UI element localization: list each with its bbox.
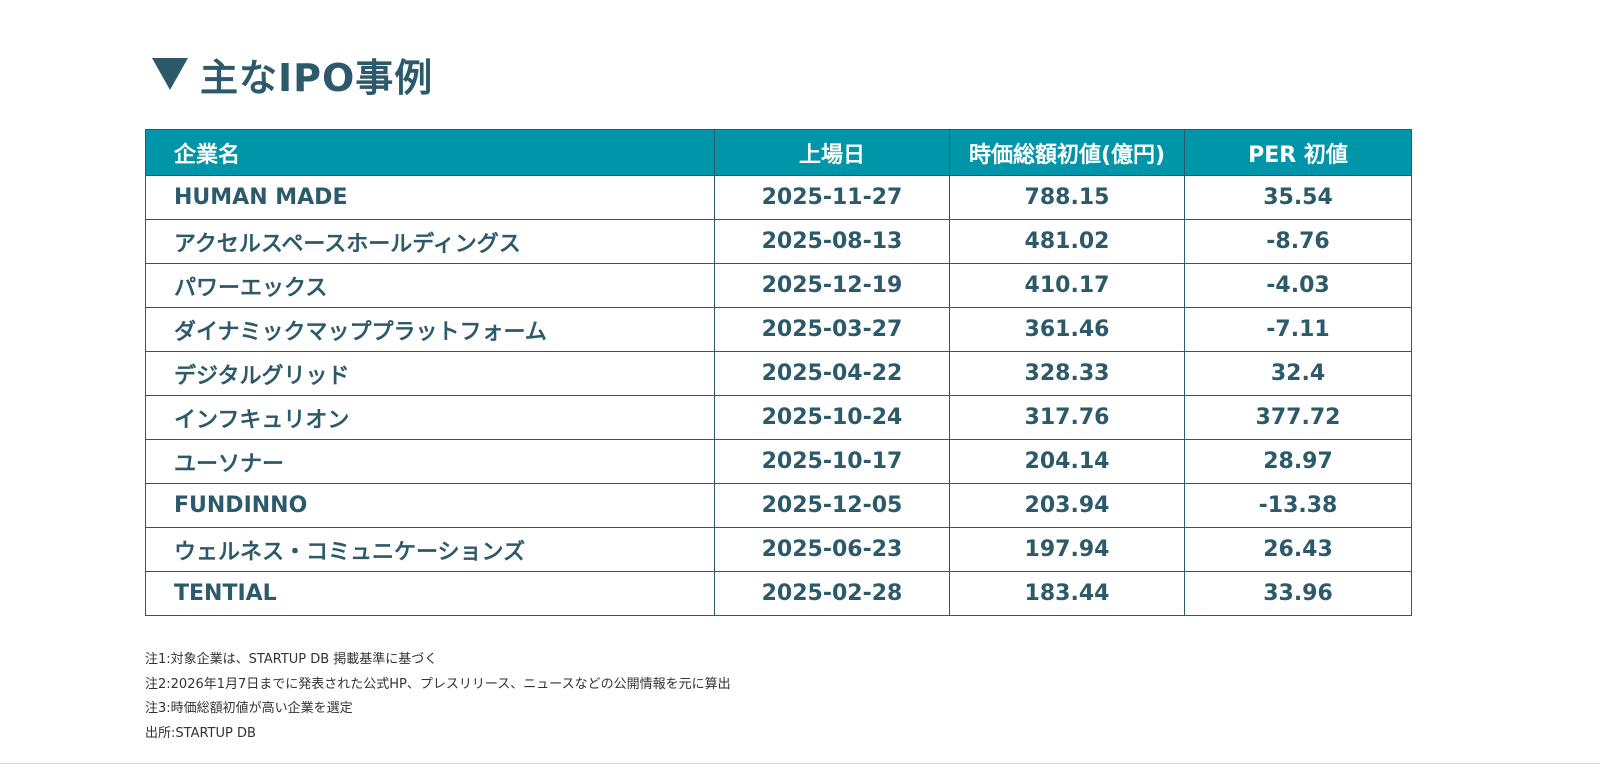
market-cap-cell: 197.94 (949, 527, 1185, 572)
listing-date-cell: 2025-12-19 (714, 263, 950, 308)
table-row: ウェルネス・コミュニケーションズ 2025-06-23 197.94 26.43 (145, 527, 1412, 572)
header-market-cap: 時価総額初値(億円) (949, 129, 1185, 176)
market-cap-cell: 788.15 (949, 175, 1185, 220)
footnote-2: 注2:2026年1月7日までに発表された公式HP、プレスリリース、ニュースなどの… (145, 676, 731, 692)
listing-date-cell: 2025-02-28 (714, 571, 950, 616)
table-row: HUMAN MADE 2025-11-27 788.15 35.54 (145, 175, 1412, 220)
per-cell: 28.97 (1184, 439, 1412, 484)
per-cell: 377.72 (1184, 395, 1412, 440)
table-row: アクセルスペースホールディングス 2025-08-13 481.02 -8.76 (145, 219, 1412, 264)
listing-date-cell: 2025-10-17 (714, 439, 950, 484)
listing-date-cell: 2025-06-23 (714, 527, 950, 572)
page-title: 主なIPO事例 (200, 55, 434, 100)
listing-date-cell: 2025-10-24 (714, 395, 950, 440)
per-cell: -7.11 (1184, 307, 1412, 352)
listing-date-cell: 2025-11-27 (714, 175, 950, 220)
company-name-cell: TENTIAL (145, 571, 715, 616)
market-cap-cell: 361.46 (949, 307, 1185, 352)
company-name-cell: パワーエックス (145, 263, 715, 308)
table-row: FUNDINNO 2025-12-05 203.94 -13.38 (145, 483, 1412, 528)
header-listing-date: 上場日 (714, 129, 950, 176)
footnote-1: 注1:対象企業は、STARTUP DB 掲載基準に基づく (145, 652, 438, 667)
header-company-name: 企業名 (145, 129, 715, 176)
footnotes: 注1:対象企業は、STARTUP DB 掲載基準に基づく 注2:2026年1月7… (145, 648, 731, 746)
market-cap-cell: 410.17 (949, 263, 1185, 308)
market-cap-cell: 204.14 (949, 439, 1185, 484)
triangle-down-icon (152, 58, 188, 90)
company-name-cell: ウェルネス・コミュニケーションズ (145, 527, 715, 572)
per-cell: 33.96 (1184, 571, 1412, 616)
market-cap-cell: 481.02 (949, 219, 1185, 264)
per-cell: 35.54 (1184, 175, 1412, 220)
table-row: デジタルグリッド 2025-04-22 328.33 32.4 (145, 351, 1412, 396)
company-name-cell: HUMAN MADE (145, 175, 715, 220)
per-cell: 26.43 (1184, 527, 1412, 572)
company-name-cell: FUNDINNO (145, 483, 715, 528)
table-row: パワーエックス 2025-12-19 410.17 -4.03 (145, 263, 1412, 308)
ipo-table: 企業名 上場日 時価総額初値(億円) PER 初値 HUMAN MADE 202… (145, 129, 1412, 616)
header-per: PER 初値 (1184, 129, 1412, 176)
table-row: インフキュリオン 2025-10-24 317.76 377.72 (145, 395, 1412, 440)
per-cell: -4.03 (1184, 263, 1412, 308)
market-cap-cell: 203.94 (949, 483, 1185, 528)
per-cell: -8.76 (1184, 219, 1412, 264)
company-name-cell: アクセルスペースホールディングス (145, 219, 715, 264)
source-note: 出所:STARTUP DB (145, 725, 256, 741)
footnote-3: 注3:時価総額初値が高い企業を選定 (145, 701, 353, 716)
company-name-cell: デジタルグリッド (145, 351, 715, 396)
market-cap-cell: 183.44 (949, 571, 1185, 616)
per-cell: 32.4 (1184, 351, 1412, 396)
listing-date-cell: 2025-03-27 (714, 307, 950, 352)
table-row: TENTIAL 2025-02-28 183.44 33.96 (145, 571, 1412, 616)
listing-date-cell: 2025-12-05 (714, 483, 950, 528)
market-cap-cell: 317.76 (949, 395, 1185, 440)
market-cap-cell: 328.33 (949, 351, 1185, 396)
per-cell: -13.38 (1184, 483, 1412, 528)
page-title-row: 主なIPO事例 (152, 50, 433, 100)
company-name-cell: ユーソナー (145, 439, 715, 484)
company-name-cell: ダイナミックマッププラットフォーム (145, 307, 715, 352)
table-header-row: 企業名 上場日 時価総額初値(億円) PER 初値 (145, 129, 1412, 176)
table-row: ダイナミックマッププラットフォーム 2025-03-27 361.46 -7.1… (145, 307, 1412, 352)
company-name-cell: インフキュリオン (145, 395, 715, 440)
listing-date-cell: 2025-04-22 (714, 351, 950, 396)
table-row: ユーソナー 2025-10-17 204.14 28.97 (145, 439, 1412, 484)
listing-date-cell: 2025-08-13 (714, 219, 950, 264)
